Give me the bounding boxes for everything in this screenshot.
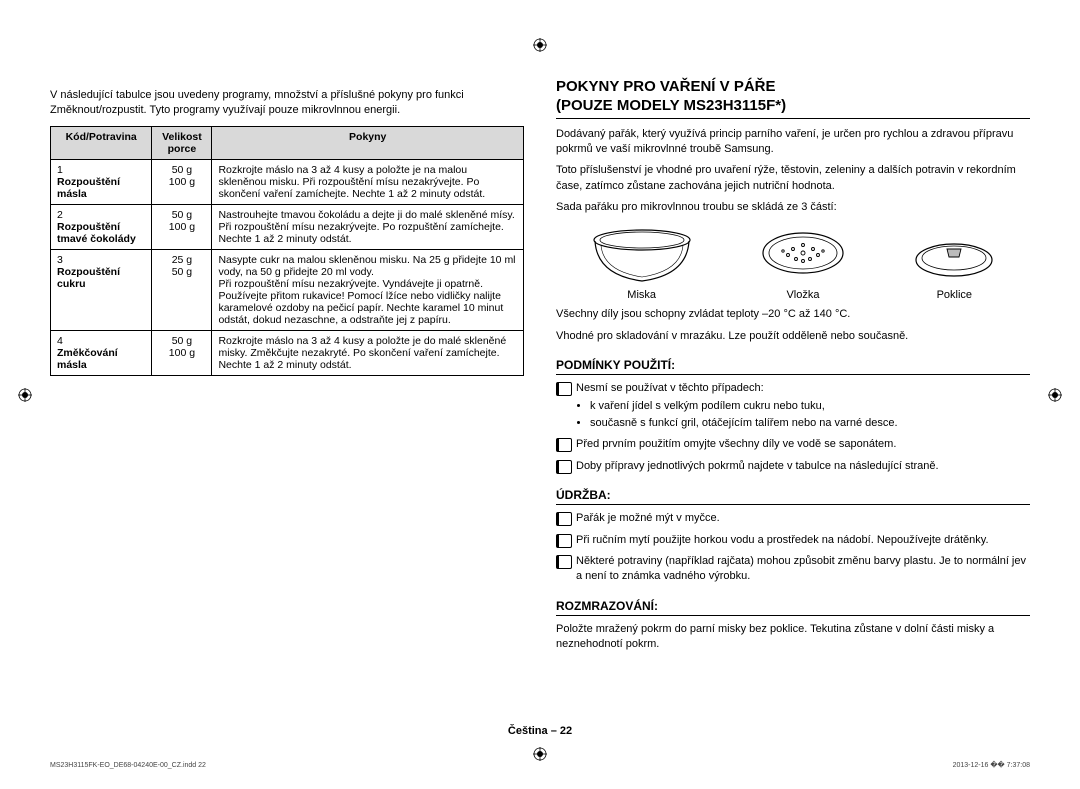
para-2: Toto příslušenství je vhodné pro uvaření… bbox=[556, 163, 1030, 194]
para-5: Vhodné pro skladování v mrazáku. Lze pou… bbox=[556, 329, 1030, 344]
para-3: Sada pařáku pro mikrovlnnou troubu se sk… bbox=[556, 200, 1030, 215]
cell-code: 1Rozpouštění másla bbox=[51, 159, 152, 204]
crop-mark-bottom-icon bbox=[533, 747, 547, 761]
bowl-icon bbox=[587, 225, 697, 285]
crop-mark-top-icon bbox=[533, 38, 547, 52]
cell-instructions: Rozkrojte máslo na 3 až 4 kusy a položte… bbox=[212, 330, 524, 375]
sub-list-item: k vaření jídel s velkým podílem cukru ne… bbox=[590, 399, 1030, 414]
maintenance-heading: ÚDRŽBA: bbox=[556, 488, 1030, 505]
list-item: Před prvním použitím omyjte všechny díly… bbox=[556, 437, 1030, 452]
part-lid-label: Poklice bbox=[909, 289, 999, 301]
cell-portion: 50 g100 g bbox=[152, 159, 212, 204]
heading-line2: (POUZE MODELY MS23H3115F*) bbox=[556, 97, 786, 114]
list-item: Některé potraviny (například rajčata) mo… bbox=[556, 554, 1030, 585]
lid-icon bbox=[909, 225, 999, 285]
th-code: Kód/Potravina bbox=[51, 126, 152, 159]
defrost-text: Položte mražený pokrm do parní misky bez… bbox=[556, 622, 1030, 653]
th-instr: Pokyny bbox=[212, 126, 524, 159]
para-4: Všechny díly jsou schopny zvládat teplot… bbox=[556, 307, 1030, 322]
cell-portion: 25 g50 g bbox=[152, 249, 212, 330]
cell-code: 3Rozpouštění cukru bbox=[51, 249, 152, 330]
table-row: 1Rozpouštění másla50 g100 gRozkrojte más… bbox=[51, 159, 524, 204]
footer-file-info: MS23H3115FK-EO_DE68-04240E-00_CZ.indd 22 bbox=[50, 762, 206, 769]
conditions-heading: PODMÍNKY POUŽITÍ: bbox=[556, 358, 1030, 375]
part-insert: Vložka bbox=[758, 225, 848, 301]
footer-timestamp: 2013-12-16 �� 7:37:08 bbox=[953, 761, 1030, 769]
heading-line1: POKYNY PRO VAŘENÍ V PÁŘE bbox=[556, 78, 776, 95]
table-row: 2Rozpouštění tmavé čokolády50 g100 gNast… bbox=[51, 204, 524, 249]
list-item: Nesmí se používat v těchto případech:k v… bbox=[556, 381, 1030, 431]
cell-instructions: Rozkrojte máslo na 3 až 4 kusy a položte… bbox=[212, 159, 524, 204]
th-portion: Velikost porce bbox=[152, 126, 212, 159]
cell-instructions: Nastrouhejte tmavou čokoládu a dejte ji … bbox=[212, 204, 524, 249]
cooking-table: Kód/Potravina Velikost porce Pokyny 1Roz… bbox=[50, 126, 524, 376]
list-item: Doby přípravy jednotlivých pokrmů najdet… bbox=[556, 459, 1030, 474]
cell-portion: 50 g100 g bbox=[152, 330, 212, 375]
right-column: POKYNY PRO VAŘENÍ V PÁŘE (POUZE MODELY M… bbox=[556, 60, 1030, 700]
part-lid: Poklice bbox=[909, 225, 999, 301]
page-number: Čeština – 22 bbox=[508, 725, 572, 737]
cell-code: 4Změkčování másla bbox=[51, 330, 152, 375]
intro-text: V následující tabulce jsou uvedeny progr… bbox=[50, 88, 524, 118]
table-row: 3Rozpouštění cukru25 g50 gNasypte cukr n… bbox=[51, 249, 524, 330]
left-column: V následující tabulce jsou uvedeny progr… bbox=[50, 60, 524, 700]
para-1: Dodávaný pařák, který využívá princip pa… bbox=[556, 127, 1030, 158]
sub-list-item: současně s funkcí gril, otáčejícím talíř… bbox=[590, 416, 1030, 431]
list-item: Při ručním mytí použijte horkou vodu a p… bbox=[556, 533, 1030, 548]
defrost-heading: ROZMRAZOVÁNÍ: bbox=[556, 599, 1030, 616]
parts-row: Miska Vložka bbox=[556, 225, 1030, 301]
maintenance-list: Pařák je možné mýt v myčce. Při ručním my… bbox=[556, 511, 1030, 585]
crop-mark-left-icon bbox=[18, 388, 32, 402]
list-item: Pařák je možné mýt v myčce. bbox=[556, 511, 1030, 526]
page-content: V následující tabulce jsou uvedeny progr… bbox=[50, 60, 1030, 700]
cell-instructions: Nasypte cukr na malou skleněnou misku. N… bbox=[212, 249, 524, 330]
table-row: 4Změkčování másla50 g100 gRozkrojte másl… bbox=[51, 330, 524, 375]
conditions-list: Nesmí se používat v těchto případech:k v… bbox=[556, 381, 1030, 474]
insert-icon bbox=[758, 225, 848, 285]
part-bowl-label: Miska bbox=[587, 289, 697, 301]
part-insert-label: Vložka bbox=[758, 289, 848, 301]
part-bowl: Miska bbox=[587, 225, 697, 301]
crop-mark-right-icon bbox=[1048, 388, 1062, 402]
cell-code: 2Rozpouštění tmavé čokolády bbox=[51, 204, 152, 249]
cell-portion: 50 g100 g bbox=[152, 204, 212, 249]
main-heading: POKYNY PRO VAŘENÍ V PÁŘE (POUZE MODELY M… bbox=[556, 78, 1030, 119]
